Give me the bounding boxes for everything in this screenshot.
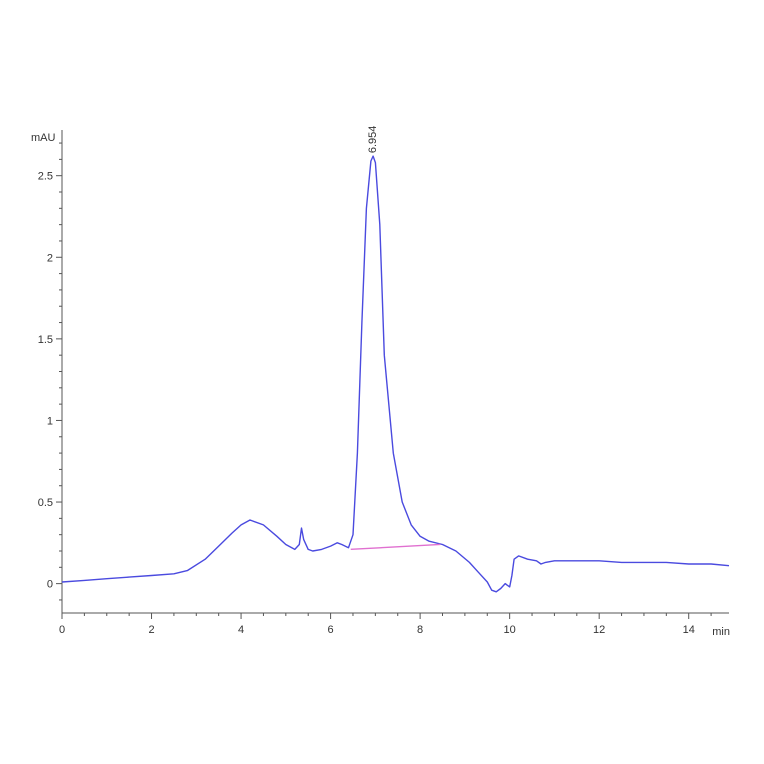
y-tick-label: 0 [47, 579, 53, 591]
x-tick-label: 12 [593, 624, 605, 636]
y-tick-label: 1 [47, 415, 53, 427]
peak-retention-label: 6.954 [367, 126, 379, 154]
x-axis-label: min [712, 626, 730, 638]
y-tick-label: 0.5 [38, 497, 53, 509]
chart-axes [61, 130, 729, 614]
x-tick-label: 4 [238, 624, 244, 636]
x-tick-label: 0 [59, 624, 65, 636]
x-tick-label: 10 [504, 624, 516, 636]
series-line [61, 155, 730, 593]
y-axis-label: mAU [31, 132, 56, 144]
y-ticks: 0 0.5 1 1.5 2 2.5 [38, 142, 62, 601]
x-ticks: 0 2 4 6 8 10 12 14 [59, 613, 712, 636]
series-layer [61, 155, 730, 593]
y-tick-label: 2 [47, 252, 53, 264]
y-tick-label: 2.5 [38, 171, 53, 183]
y-tick-label: 1.5 [38, 334, 53, 346]
integration-baseline [350, 543, 441, 551]
x-tick-label: 14 [683, 624, 695, 636]
x-tick-label: 2 [148, 624, 154, 636]
x-tick-label: 8 [417, 624, 423, 636]
x-tick-label: 6 [328, 624, 334, 636]
